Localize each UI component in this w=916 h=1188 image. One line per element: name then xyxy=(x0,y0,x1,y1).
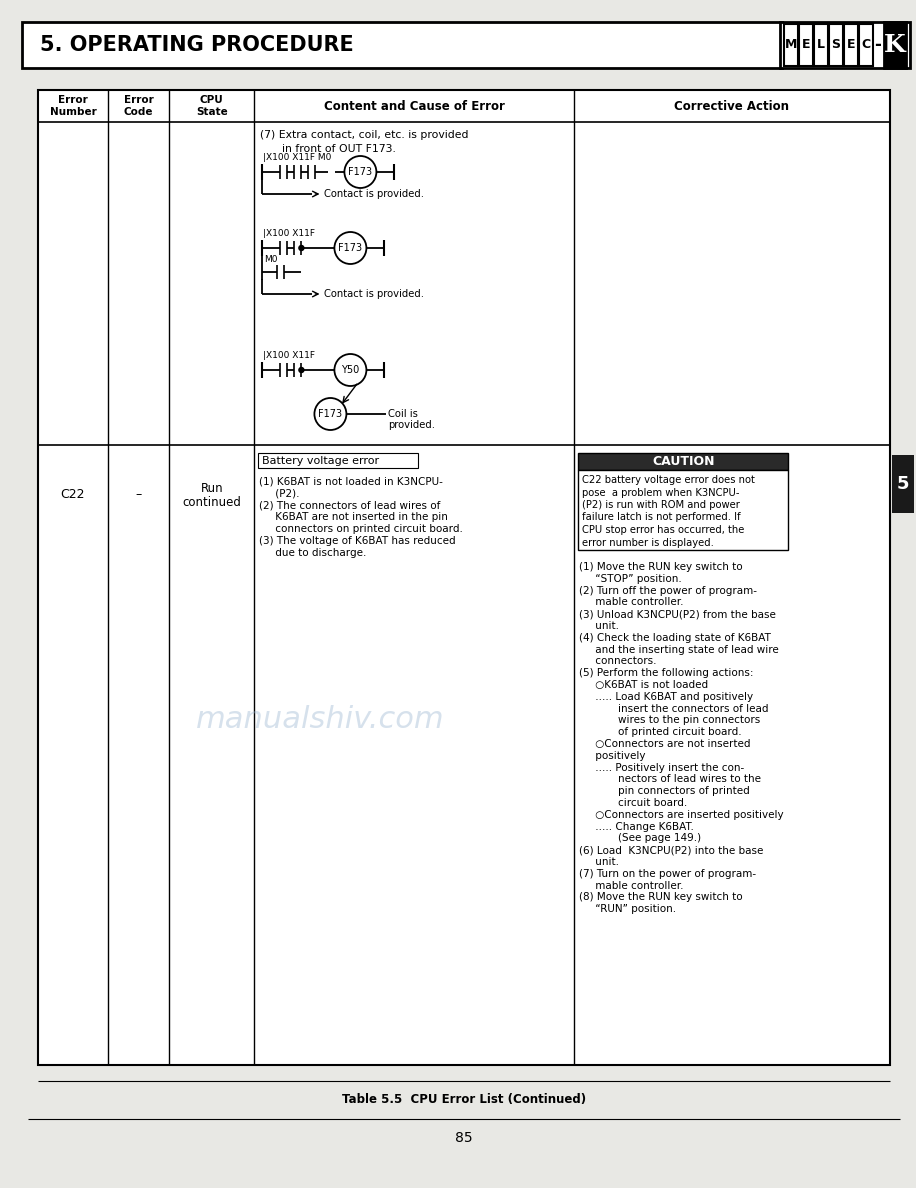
Bar xyxy=(799,24,813,67)
Text: unit.: unit. xyxy=(579,621,619,631)
Text: (P2).: (P2). xyxy=(259,488,300,498)
Text: continued: continued xyxy=(182,497,241,510)
Bar xyxy=(578,470,788,550)
Text: ○Connectors are not inserted: ○Connectors are not inserted xyxy=(579,739,750,748)
Text: CPU stop error has occurred, the: CPU stop error has occurred, the xyxy=(582,525,745,535)
Text: |X100 X11F: |X100 X11F xyxy=(264,350,315,360)
Text: K6BAT are not inserted in the pin: K6BAT are not inserted in the pin xyxy=(259,512,448,522)
Bar xyxy=(892,455,914,513)
Text: -: - xyxy=(875,36,881,53)
Text: (7) Extra contact, coil, etc. is provided: (7) Extra contact, coil, etc. is provide… xyxy=(260,129,469,140)
Text: |X100 X11F: |X100 X11F xyxy=(264,229,315,238)
Text: failure latch is not performed. If: failure latch is not performed. If xyxy=(582,512,740,523)
Text: C22: C22 xyxy=(60,488,85,501)
Text: F173: F173 xyxy=(338,244,363,253)
Text: Content and Cause of Error: Content and Cause of Error xyxy=(323,100,505,113)
Text: mable controller.: mable controller. xyxy=(579,598,683,607)
Text: connectors on printed circuit board.: connectors on printed circuit board. xyxy=(259,524,463,533)
Text: and the inserting state of lead wire: and the inserting state of lead wire xyxy=(579,645,779,655)
Text: (3) Unload K3NCPU(P2) from the base: (3) Unload K3NCPU(P2) from the base xyxy=(579,609,776,619)
Bar xyxy=(258,453,419,468)
Text: “RUN” position.: “RUN” position. xyxy=(579,904,676,915)
Text: ..... Change K6BAT.: ..... Change K6BAT. xyxy=(579,822,693,832)
Text: (5) Perform the following actions:: (5) Perform the following actions: xyxy=(579,668,753,678)
Text: (P2) is run with ROM and power: (P2) is run with ROM and power xyxy=(582,500,740,510)
Bar xyxy=(844,24,858,67)
Text: of printed circuit board.: of printed circuit board. xyxy=(579,727,742,738)
Text: K: K xyxy=(884,33,906,57)
Text: error number is displayed.: error number is displayed. xyxy=(582,537,714,548)
Bar xyxy=(578,453,788,470)
Text: Coil is: Coil is xyxy=(388,409,419,419)
Text: E: E xyxy=(846,38,856,51)
Text: CPU
State: CPU State xyxy=(196,95,228,116)
Text: (3) The voltage of K6BAT has reduced: (3) The voltage of K6BAT has reduced xyxy=(259,536,456,546)
Text: Contact is provided.: Contact is provided. xyxy=(324,189,424,200)
Text: manualshiv.com: manualshiv.com xyxy=(196,706,444,734)
Text: (2) The connectors of lead wires of: (2) The connectors of lead wires of xyxy=(259,500,441,510)
Text: nectors of lead wires to the: nectors of lead wires to the xyxy=(579,775,761,784)
Circle shape xyxy=(299,367,304,373)
Text: Table 5.5  CPU Error List (Continued): Table 5.5 CPU Error List (Continued) xyxy=(342,1093,586,1106)
Text: circuit board.: circuit board. xyxy=(579,798,687,808)
Text: pin connectors of printed: pin connectors of printed xyxy=(579,786,749,796)
Text: F173: F173 xyxy=(348,168,373,177)
Circle shape xyxy=(299,246,304,251)
Text: provided.: provided. xyxy=(388,421,435,430)
Text: ○K6BAT is not loaded: ○K6BAT is not loaded xyxy=(579,680,708,690)
Text: (6) Load  K3NCPU(P2) into the base: (6) Load K3NCPU(P2) into the base xyxy=(579,845,763,855)
Text: Contact is provided.: Contact is provided. xyxy=(324,289,424,299)
Text: mable controller.: mable controller. xyxy=(579,880,683,891)
Text: wires to the pin connectors: wires to the pin connectors xyxy=(579,715,760,726)
Text: 5. OPERATING PROCEDURE: 5. OPERATING PROCEDURE xyxy=(40,34,354,55)
Text: (4) Check the loading state of K6BAT: (4) Check the loading state of K6BAT xyxy=(579,633,770,643)
Text: (See page 149.): (See page 149.) xyxy=(579,834,701,843)
Text: positively: positively xyxy=(579,751,646,760)
Bar xyxy=(814,24,828,67)
Text: L: L xyxy=(817,38,825,51)
Bar xyxy=(22,23,782,68)
Text: F173: F173 xyxy=(319,409,343,419)
Text: unit.: unit. xyxy=(579,857,619,867)
Text: CAUTION: CAUTION xyxy=(653,455,715,468)
Text: E: E xyxy=(802,38,811,51)
Text: C: C xyxy=(861,38,870,51)
Text: connectors.: connectors. xyxy=(579,657,657,666)
Text: Battery voltage error: Battery voltage error xyxy=(262,455,379,466)
Text: –: – xyxy=(136,488,142,501)
Bar xyxy=(884,23,906,68)
Text: Run: Run xyxy=(201,482,224,495)
Text: M: M xyxy=(785,38,797,51)
Bar xyxy=(829,24,843,67)
Text: Corrective Action: Corrective Action xyxy=(674,100,790,113)
Text: 5: 5 xyxy=(897,475,910,493)
Bar xyxy=(780,23,910,68)
Text: “STOP” position.: “STOP” position. xyxy=(579,574,682,583)
Text: 85: 85 xyxy=(455,1131,473,1145)
Text: ..... Positively insert the con-: ..... Positively insert the con- xyxy=(579,763,744,772)
Text: (8) Move the RUN key switch to: (8) Move the RUN key switch to xyxy=(579,892,743,903)
Text: pose  a problem when K3NCPU-: pose a problem when K3NCPU- xyxy=(582,487,739,498)
Text: in front of OUT F173.: in front of OUT F173. xyxy=(282,144,397,154)
Text: Error
Code: Error Code xyxy=(124,95,153,116)
Bar xyxy=(38,90,890,1064)
Text: ○Connectors are inserted positively: ○Connectors are inserted positively xyxy=(579,810,783,820)
Bar xyxy=(859,24,873,67)
Text: |X100 X11F M0: |X100 X11F M0 xyxy=(264,153,332,162)
Text: Error
Number: Error Number xyxy=(49,95,96,116)
Text: S: S xyxy=(832,38,841,51)
Bar xyxy=(784,24,798,67)
Text: ..... Load K6BAT and positively: ..... Load K6BAT and positively xyxy=(579,691,753,702)
Text: (1) Move the RUN key switch to: (1) Move the RUN key switch to xyxy=(579,562,743,571)
Text: M0: M0 xyxy=(265,255,278,264)
Text: Y50: Y50 xyxy=(342,365,360,375)
Text: (1) K6BAT is not loaded in K3NCPU-: (1) K6BAT is not loaded in K3NCPU- xyxy=(259,476,443,486)
Text: insert the connectors of lead: insert the connectors of lead xyxy=(579,703,769,714)
Text: due to discharge.: due to discharge. xyxy=(259,548,366,558)
Text: (7) Turn on the power of program-: (7) Turn on the power of program- xyxy=(579,868,756,879)
Text: (2) Turn off the power of program-: (2) Turn off the power of program- xyxy=(579,586,757,595)
Text: C22 battery voltage error does not: C22 battery voltage error does not xyxy=(582,475,755,485)
